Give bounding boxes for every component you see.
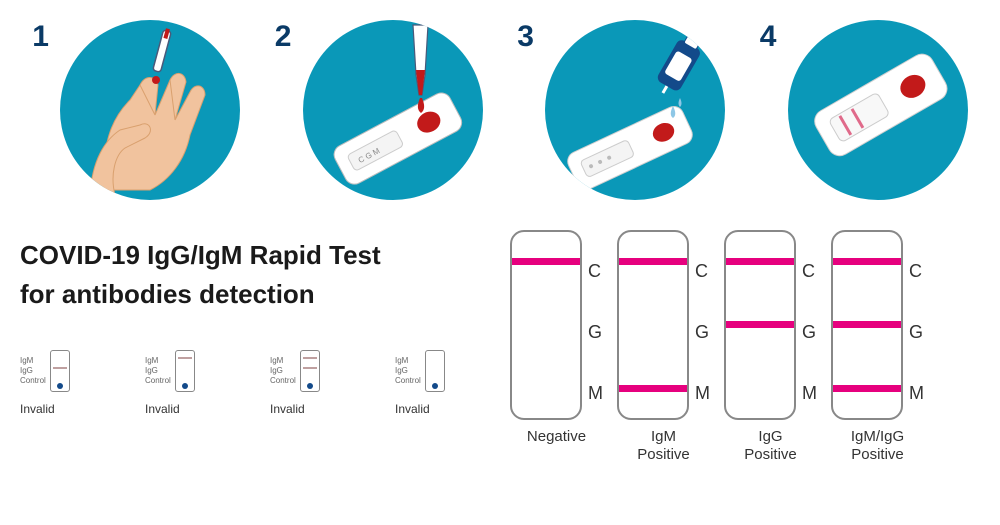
left-column: COVID-19 IgG/IgM Rapid Test for antibodi… (20, 220, 500, 510)
result-item: CGM IgGPositive (724, 230, 817, 464)
step-circle-add-buffer (545, 20, 725, 200)
step-number: 4 (760, 20, 780, 54)
step-number: 3 (517, 20, 537, 54)
invalid-item: IgMIgGControl Invalid (145, 350, 240, 416)
result-body: CGM (831, 230, 924, 420)
invalid-item: IgMIgGControl Invalid (395, 350, 490, 416)
mini-cassette: IgMIgGControl (270, 350, 365, 392)
result-caption: Negative (527, 428, 586, 446)
invalid-label: Invalid (270, 402, 365, 416)
mini-strip (425, 350, 445, 392)
invalid-label: Invalid (395, 402, 490, 416)
invalid-label: Invalid (145, 402, 240, 416)
result-body: CGM (724, 230, 817, 420)
step-circle-add-blood: C G M (303, 20, 483, 200)
result-caption: IgMPositive (637, 428, 690, 464)
result-band-C (619, 258, 687, 265)
mini-band-labels: IgMIgGControl (145, 356, 171, 386)
result-band-C (512, 258, 580, 265)
step-circle-read-result (788, 20, 968, 200)
result-item: CGM IgMPositive (617, 230, 710, 464)
result-band-G (726, 321, 794, 328)
step-number: 1 (32, 20, 52, 54)
step-number: 2 (275, 20, 295, 54)
result-body: CGM (510, 230, 603, 420)
result-strip (831, 230, 903, 420)
title-line-1: COVID-19 IgG/IgM Rapid Test (20, 240, 500, 271)
step-1: 1 (32, 20, 240, 200)
result-band-labels: CGM (802, 246, 817, 404)
result-band-labels: CGM (588, 246, 603, 404)
result-band-C (726, 258, 794, 265)
step-4: 4 (760, 20, 968, 200)
result-band-G (833, 321, 901, 328)
steps-row: 1 2 (0, 0, 1000, 210)
mini-cassette: IgMIgGControl (20, 350, 115, 392)
mini-cassette: IgMIgGControl (395, 350, 490, 392)
mini-strip (175, 350, 195, 392)
result-band-labels: CGM (695, 246, 710, 404)
result-band-M (833, 385, 901, 392)
mini-cassette: IgMIgGControl (145, 350, 240, 392)
invalid-item: IgMIgGControl Invalid (270, 350, 365, 416)
result-band-C (833, 258, 901, 265)
result-strip (617, 230, 689, 420)
result-body: CGM (617, 230, 710, 420)
result-caption: IgGPositive (744, 428, 797, 464)
bottom-row: COVID-19 IgG/IgM Rapid Test for antibodi… (0, 210, 1000, 510)
result-band-labels: CGM (909, 246, 924, 404)
result-item: CGM Negative (510, 230, 603, 446)
results-row: CGMNegativeCGMIgMPositiveCGMIgGPositiveC… (500, 220, 980, 510)
result-strip (724, 230, 796, 420)
step-3: 3 (517, 20, 725, 200)
result-caption: IgM/IgGPositive (851, 428, 904, 464)
mini-strip (300, 350, 320, 392)
invalid-item: IgMIgGControl Invalid (20, 350, 115, 416)
step-2: 2 C G M (275, 20, 483, 200)
mini-strip (50, 350, 70, 392)
mini-band-labels: IgMIgGControl (270, 356, 296, 386)
invalid-label: Invalid (20, 402, 115, 416)
mini-band-labels: IgMIgGControl (395, 356, 421, 386)
mini-band-labels: IgMIgGControl (20, 356, 46, 386)
result-strip (510, 230, 582, 420)
title-line-2: for antibodies detection (20, 279, 500, 310)
invalid-row: IgMIgGControl Invalid IgMIgGControl Invalid… (20, 350, 500, 416)
result-item: CGM IgM/IgGPositive (831, 230, 924, 464)
result-band-M (619, 385, 687, 392)
step-circle-finger-prick (60, 20, 240, 200)
